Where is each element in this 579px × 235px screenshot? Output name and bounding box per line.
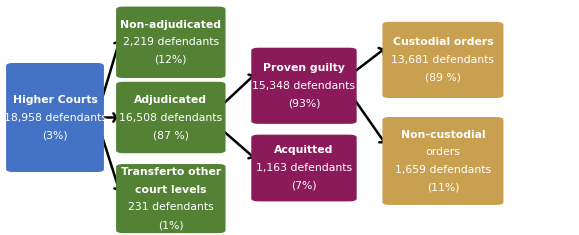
FancyBboxPatch shape <box>251 135 357 201</box>
Text: 16,508 defendants: 16,508 defendants <box>119 113 222 122</box>
Text: 13,681 defendants: 13,681 defendants <box>391 55 494 65</box>
Text: Non-adjudicated: Non-adjudicated <box>120 20 221 30</box>
Text: 18,958 defendants: 18,958 defendants <box>3 113 107 122</box>
Text: Higher Courts: Higher Courts <box>13 95 97 105</box>
Text: (89 %): (89 %) <box>425 73 461 82</box>
FancyBboxPatch shape <box>116 82 225 153</box>
FancyBboxPatch shape <box>382 22 503 98</box>
Text: court levels: court levels <box>135 185 207 195</box>
FancyBboxPatch shape <box>116 164 225 233</box>
Text: Acquitted: Acquitted <box>274 145 334 155</box>
Text: 1,163 defendants: 1,163 defendants <box>256 163 352 173</box>
Text: (7%): (7%) <box>291 181 317 191</box>
FancyBboxPatch shape <box>6 63 104 172</box>
Text: (11%): (11%) <box>427 182 459 192</box>
FancyBboxPatch shape <box>116 7 225 78</box>
Text: Transferto other: Transferto other <box>120 167 221 177</box>
Text: orders: orders <box>426 147 460 157</box>
Text: Non-custodial: Non-custodial <box>401 129 485 140</box>
Text: Proven guilty: Proven guilty <box>263 63 345 73</box>
Text: (87 %): (87 %) <box>153 130 189 140</box>
Text: Adjudicated: Adjudicated <box>134 95 207 105</box>
FancyBboxPatch shape <box>251 48 357 124</box>
Text: (12%): (12%) <box>155 55 187 65</box>
Text: Custodial orders: Custodial orders <box>393 37 493 47</box>
Text: (93%): (93%) <box>288 98 320 108</box>
Text: 1,659 defendants: 1,659 defendants <box>395 165 491 175</box>
Text: (1%): (1%) <box>158 220 184 230</box>
Text: (3%): (3%) <box>42 130 68 140</box>
FancyBboxPatch shape <box>382 117 503 205</box>
Text: 231 defendants: 231 defendants <box>128 202 214 212</box>
Text: 15,348 defendants: 15,348 defendants <box>252 81 356 91</box>
Text: 2,219 defendants: 2,219 defendants <box>123 37 219 47</box>
